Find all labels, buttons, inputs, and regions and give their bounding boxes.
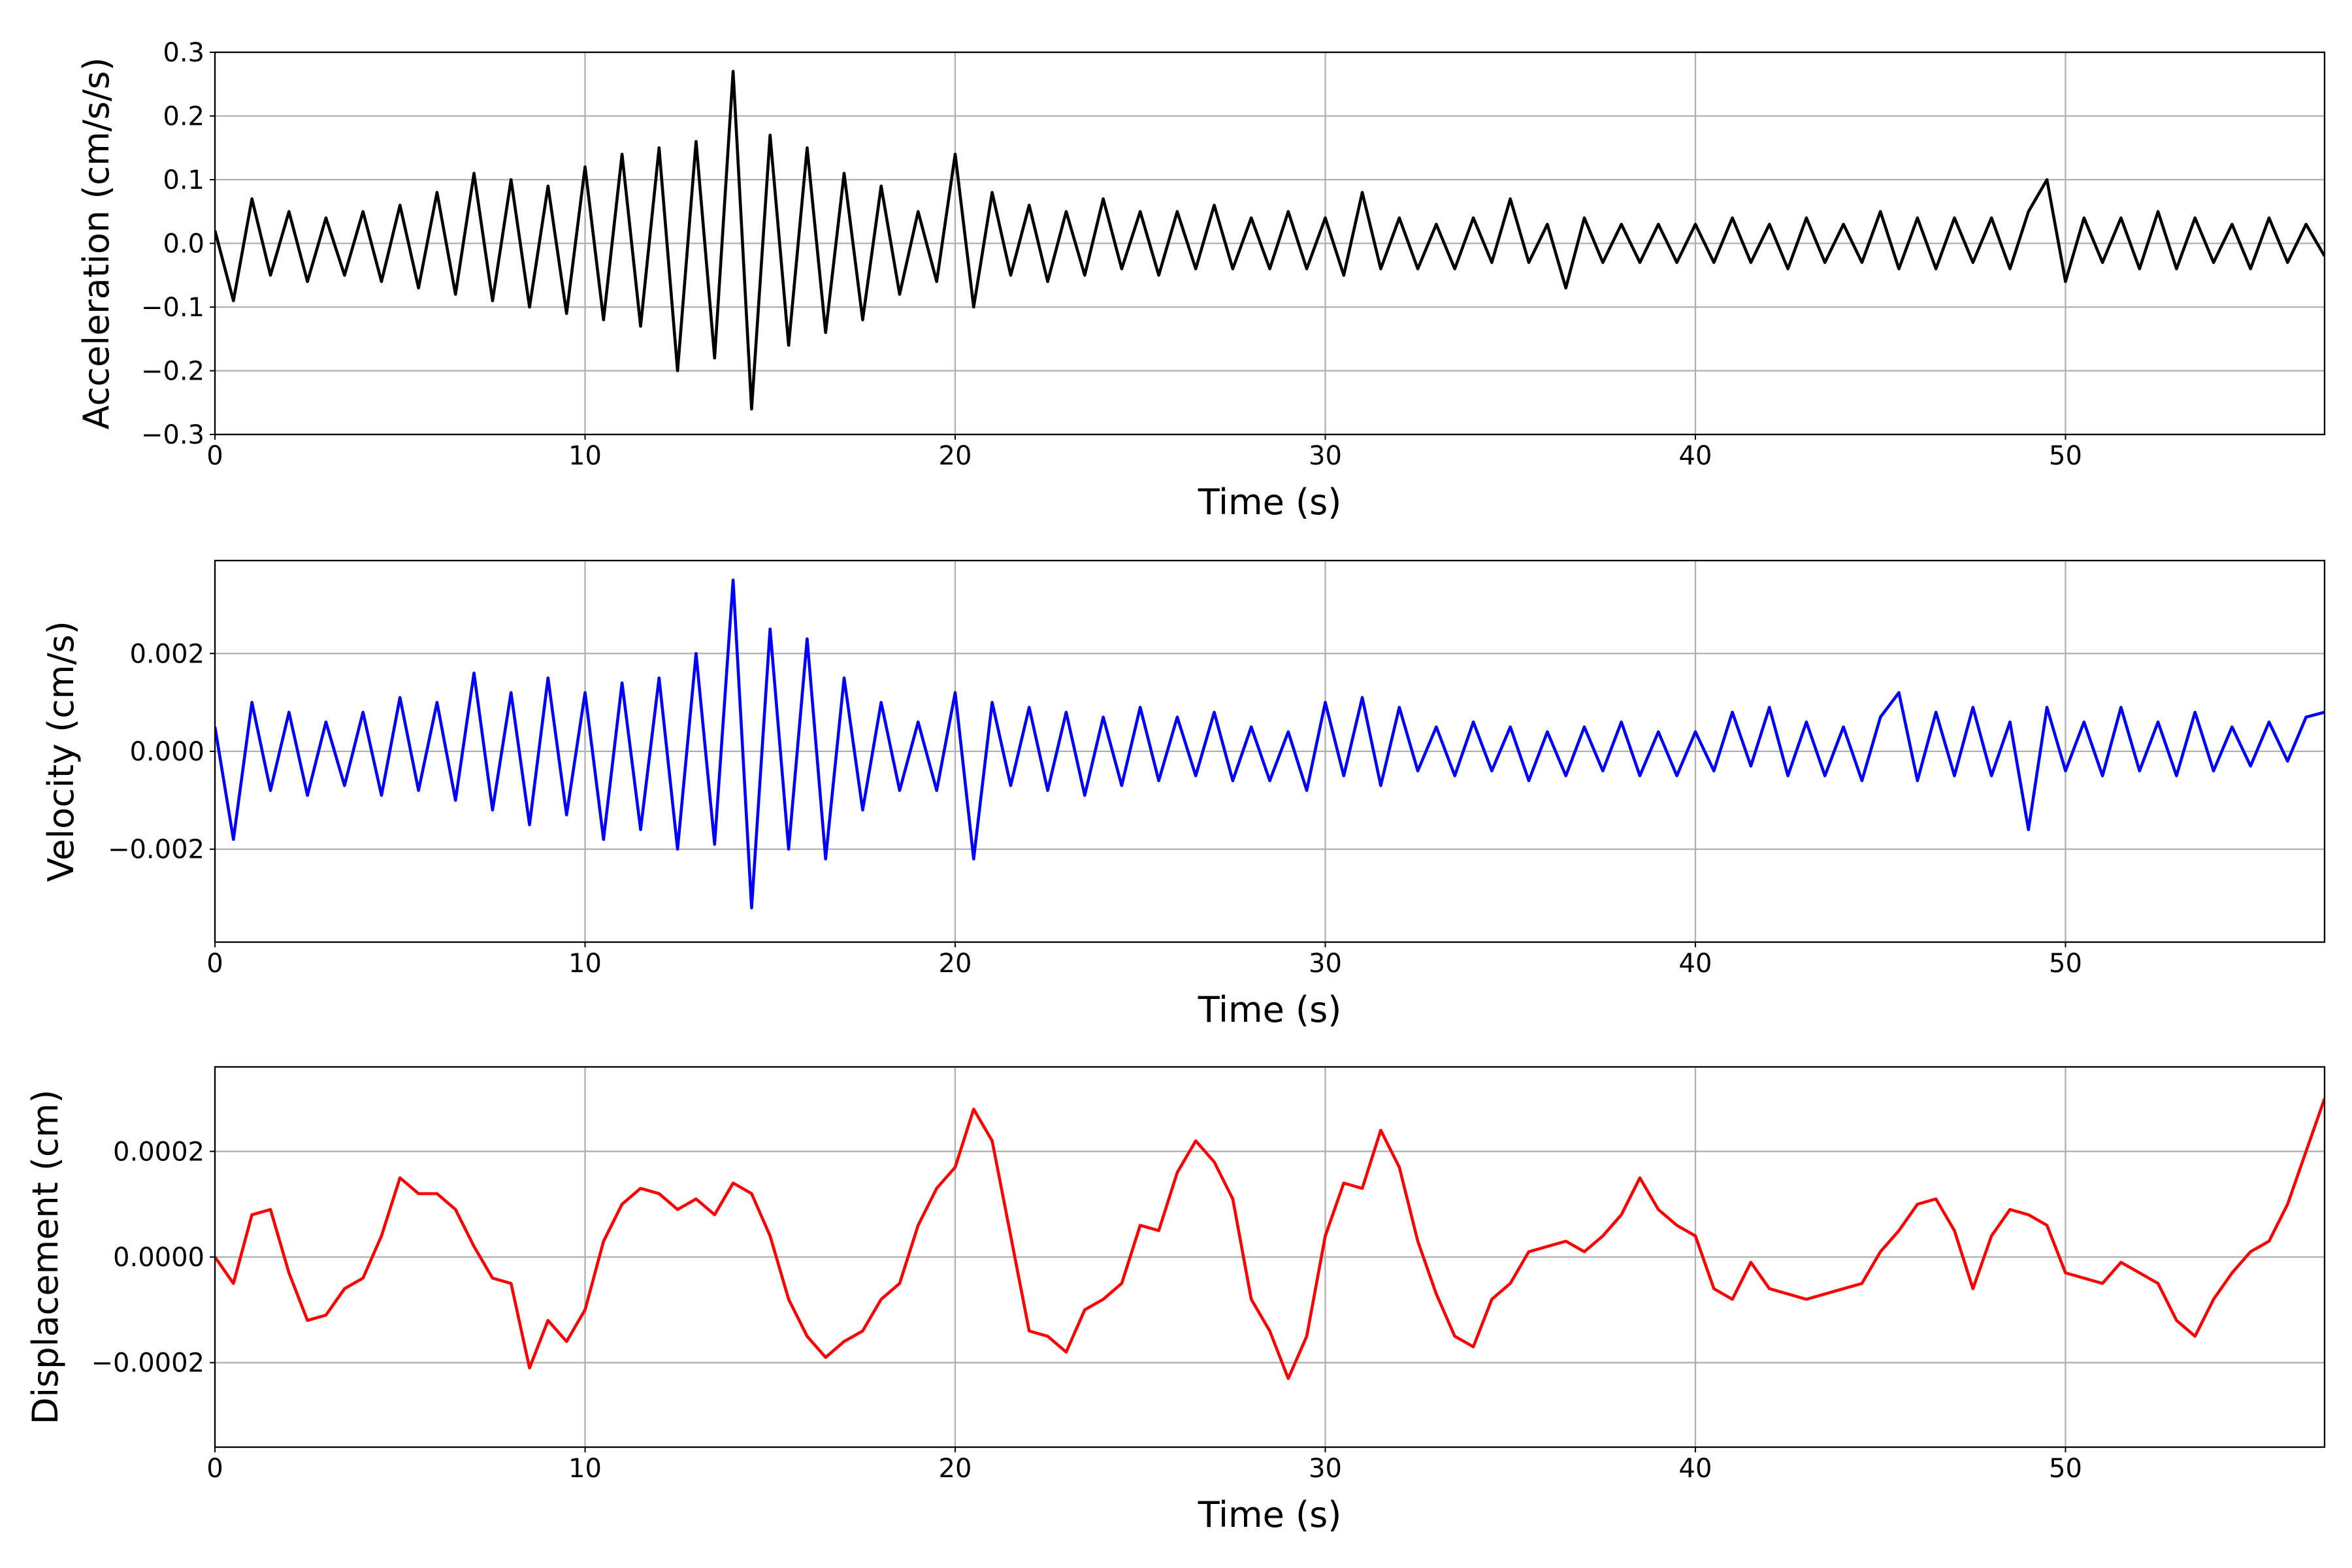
series-line [215,69,2325,411]
x-axis-label: Time (s) [1198,482,1342,523]
subplot: 0 10 20 30 40 50 −0.0002 0.0000 0.0002 Time (s) Di… [25,1066,2326,1535]
plot-frame [214,1066,2326,1448]
y-tick-label: 0.000 [129,737,204,767]
x-tick-label: 0 [206,1454,223,1484]
x-axis-label: Time (s) [1198,989,1342,1030]
x-tick-label: 20 [939,1454,972,1484]
subplot: 0 10 20 30 40 50 −0.002 0.000 0.002 Time (s) Veloc… [41,559,2326,1030]
y-axis-label: Acceleration (cm/s/s) [76,57,117,430]
y-axis-label: Displacement (cm) [25,1090,66,1425]
x-tick-label: 30 [1309,949,1342,979]
x-tick-label: 0 [206,441,223,471]
x-tick-label: 10 [568,441,602,471]
x-tick-label: 0 [206,949,223,979]
y-axis-label: Velocity (cm/s) [41,621,82,882]
y-tick-label: 0.0002 [113,1137,204,1167]
y-tick-label: 0.0000 [113,1243,204,1273]
x-axis-label: Time (s) [1198,1494,1342,1535]
x-tick-label: 10 [568,949,602,979]
series-line [215,578,2325,909]
y-tick-label: 0.3 [163,38,204,68]
x-tick-label: 30 [1309,441,1342,471]
series-line [215,1098,2325,1380]
y-tick-label: −0.1 [141,293,204,323]
y-tick-label: −0.2 [141,357,204,387]
subplot: 0 10 20 30 40 50 −0.3 −0.2 −0.1 0.0 0.1 0.2 0.3 Time … [76,38,2326,523]
y-tick-label: −0.0002 [91,1348,204,1379]
x-tick-label: 20 [939,949,972,979]
x-tick-label: 40 [1679,949,1712,979]
x-tick-label: 20 [939,441,972,471]
y-tick-label: −0.3 [141,420,204,450]
y-tick-label: 0.1 [163,165,204,195]
x-tick-label: 50 [2049,441,2082,471]
y-tick-label: 0.002 [129,639,204,669]
x-tick-label: 30 [1309,1454,1342,1484]
x-tick-label: 10 [568,1454,602,1484]
plot-frame [214,559,2326,943]
x-tick-label: 50 [2049,949,2082,979]
x-tick-label: 40 [1679,1454,1712,1484]
plot-frame [214,51,2326,436]
x-tick-label: 40 [1679,441,1712,471]
y-tick-label: 0.2 [163,102,204,132]
x-tick-label: 50 [2049,1454,2082,1484]
y-tick-label: 0.0 [163,229,204,259]
y-tick-label: −0.002 [108,835,204,865]
